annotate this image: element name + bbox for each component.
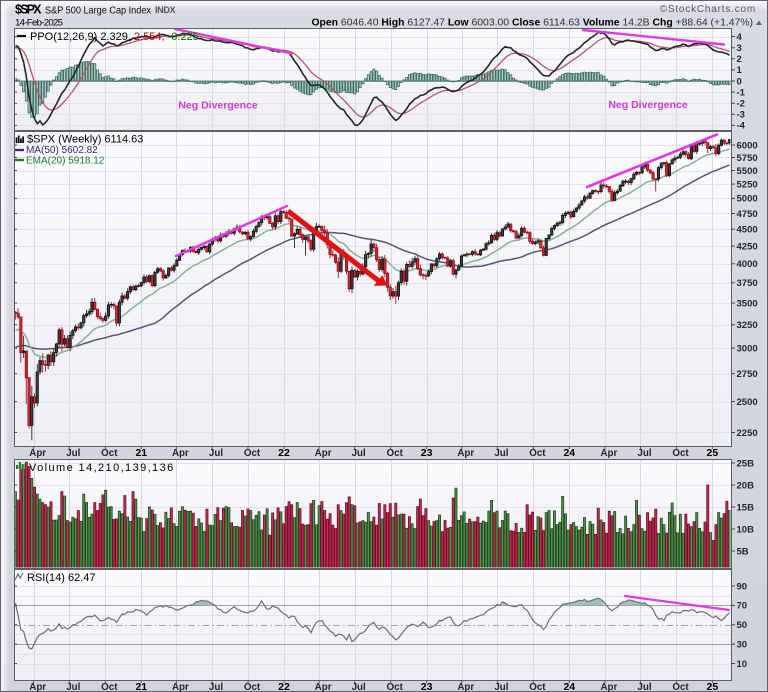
svg-text:3000: 3000 — [737, 343, 758, 354]
svg-text:Apr: Apr — [315, 448, 332, 459]
svg-text:21: 21 — [135, 447, 147, 459]
svg-text:Oct: Oct — [672, 682, 689, 692]
svg-text:23: 23 — [421, 447, 433, 459]
svg-text:Apr: Apr — [315, 682, 332, 692]
svg-text:10: 10 — [737, 659, 748, 670]
svg-text:Apr: Apr — [172, 682, 189, 692]
svg-text:Apr: Apr — [600, 682, 617, 692]
svg-text:Jul: Jul — [209, 682, 223, 692]
svg-text:5B: 5B — [737, 546, 749, 557]
svg-text:25: 25 — [707, 681, 719, 692]
svg-text:0: 0 — [737, 76, 742, 87]
svg-text:25: 25 — [707, 447, 719, 459]
svg-text:Jul: Jul — [66, 448, 80, 459]
svg-text:70: 70 — [737, 601, 748, 612]
svg-text:Apr: Apr — [29, 448, 46, 459]
svg-text:-1: -1 — [737, 87, 746, 98]
svg-text:-3: -3 — [737, 110, 745, 121]
svg-text:S&P 500 Large Cap Index: S&P 500 Large Cap Index — [45, 6, 151, 17]
svg-text:2500: 2500 — [737, 397, 758, 408]
svg-text:3: 3 — [737, 43, 742, 54]
svg-text:2250: 2250 — [737, 428, 758, 439]
svg-text:Apr: Apr — [457, 682, 474, 692]
svg-text:5750: 5750 — [737, 153, 758, 164]
svg-text:4250: 4250 — [737, 241, 758, 252]
svg-text:EMA(20) 5918.12: EMA(20) 5918.12 — [26, 156, 105, 167]
svg-text:90: 90 — [737, 581, 748, 592]
svg-text:Apr: Apr — [457, 448, 474, 459]
svg-text:4500: 4500 — [737, 225, 758, 236]
svg-text:Open 6046.40 High 6127.47 Low: Open 6046.40 High 6127.47 Low 6003.00 Cl… — [311, 18, 753, 29]
svg-text:Oct: Oct — [529, 682, 546, 692]
svg-text:$SPX: $SPX — [15, 3, 42, 17]
svg-text:24: 24 — [563, 447, 575, 459]
svg-text:5000: 5000 — [737, 194, 758, 205]
svg-text:2750: 2750 — [737, 369, 758, 380]
svg-text:Oct: Oct — [244, 448, 261, 459]
svg-text:Jul: Jul — [352, 682, 366, 692]
svg-text:22: 22 — [278, 447, 290, 459]
svg-text:PPO(12,26,9) 2.329, 2.554, -0.: PPO(12,26,9) 2.329, 2.554, -0.225 — [30, 31, 199, 43]
svg-text:Oct: Oct — [387, 448, 404, 459]
svg-text:5500: 5500 — [737, 166, 758, 177]
svg-text:30: 30 — [737, 639, 748, 650]
svg-text:Oct: Oct — [387, 682, 404, 692]
svg-text:24: 24 — [563, 681, 575, 692]
svg-text:-4: -4 — [737, 121, 746, 132]
svg-text:Oct: Oct — [244, 682, 261, 692]
svg-text:Jul: Jul — [209, 448, 223, 459]
svg-text:14-Feb-2025: 14-Feb-2025 — [15, 18, 63, 29]
svg-text:Apr: Apr — [172, 448, 189, 459]
svg-text:Neg Divergence: Neg Divergence — [178, 100, 258, 112]
svg-text:3250: 3250 — [737, 320, 758, 331]
svg-text:Jul: Jul — [637, 682, 651, 692]
svg-text:6000: 6000 — [737, 140, 758, 151]
svg-text:MA(50) 5602.82: MA(50) 5602.82 — [26, 145, 98, 156]
svg-text:21: 21 — [135, 681, 147, 692]
svg-text:23: 23 — [421, 681, 433, 692]
svg-text:50: 50 — [737, 620, 748, 631]
svg-text:20B: 20B — [737, 480, 755, 491]
svg-text:3500: 3500 — [737, 298, 758, 309]
svg-text:10B: 10B — [737, 524, 755, 535]
svg-text:2: 2 — [737, 54, 742, 65]
svg-text:Jul: Jul — [494, 682, 508, 692]
svg-text:Oct: Oct — [529, 448, 546, 459]
svg-text:Apr: Apr — [600, 448, 617, 459]
svg-text:5250: 5250 — [737, 179, 758, 190]
svg-text:4750: 4750 — [737, 209, 758, 220]
svg-text:Oct: Oct — [672, 448, 689, 459]
svg-text:RSI(14) 62.47: RSI(14) 62.47 — [27, 572, 95, 584]
svg-text:Jul: Jul — [637, 448, 651, 459]
svg-text:4: 4 — [737, 32, 743, 43]
svg-text:-2: -2 — [737, 99, 745, 110]
svg-text:Neg Divergence: Neg Divergence — [608, 99, 688, 111]
svg-text:Oct: Oct — [101, 682, 118, 692]
svg-text:$SPX (Weekly) 6114.63: $SPX (Weekly) 6114.63 — [27, 134, 143, 146]
svg-text:3750: 3750 — [737, 278, 758, 289]
svg-text:Volume 14,210,139,136: Volume 14,210,139,136 — [29, 462, 175, 474]
svg-text:Jul: Jul — [352, 448, 366, 459]
svg-text:©StockCharts.com: ©StockCharts.com — [660, 4, 756, 15]
svg-text:INDX: INDX — [155, 5, 176, 15]
svg-text:4000: 4000 — [737, 259, 758, 270]
svg-text:Jul: Jul — [66, 682, 80, 692]
svg-text:Jul: Jul — [494, 448, 508, 459]
svg-text:Apr: Apr — [29, 682, 46, 692]
svg-text:1: 1 — [737, 65, 743, 76]
svg-text:22: 22 — [278, 681, 290, 692]
svg-text:Oct: Oct — [101, 448, 118, 459]
svg-text:25B: 25B — [737, 458, 755, 469]
svg-text:15B: 15B — [737, 502, 755, 513]
